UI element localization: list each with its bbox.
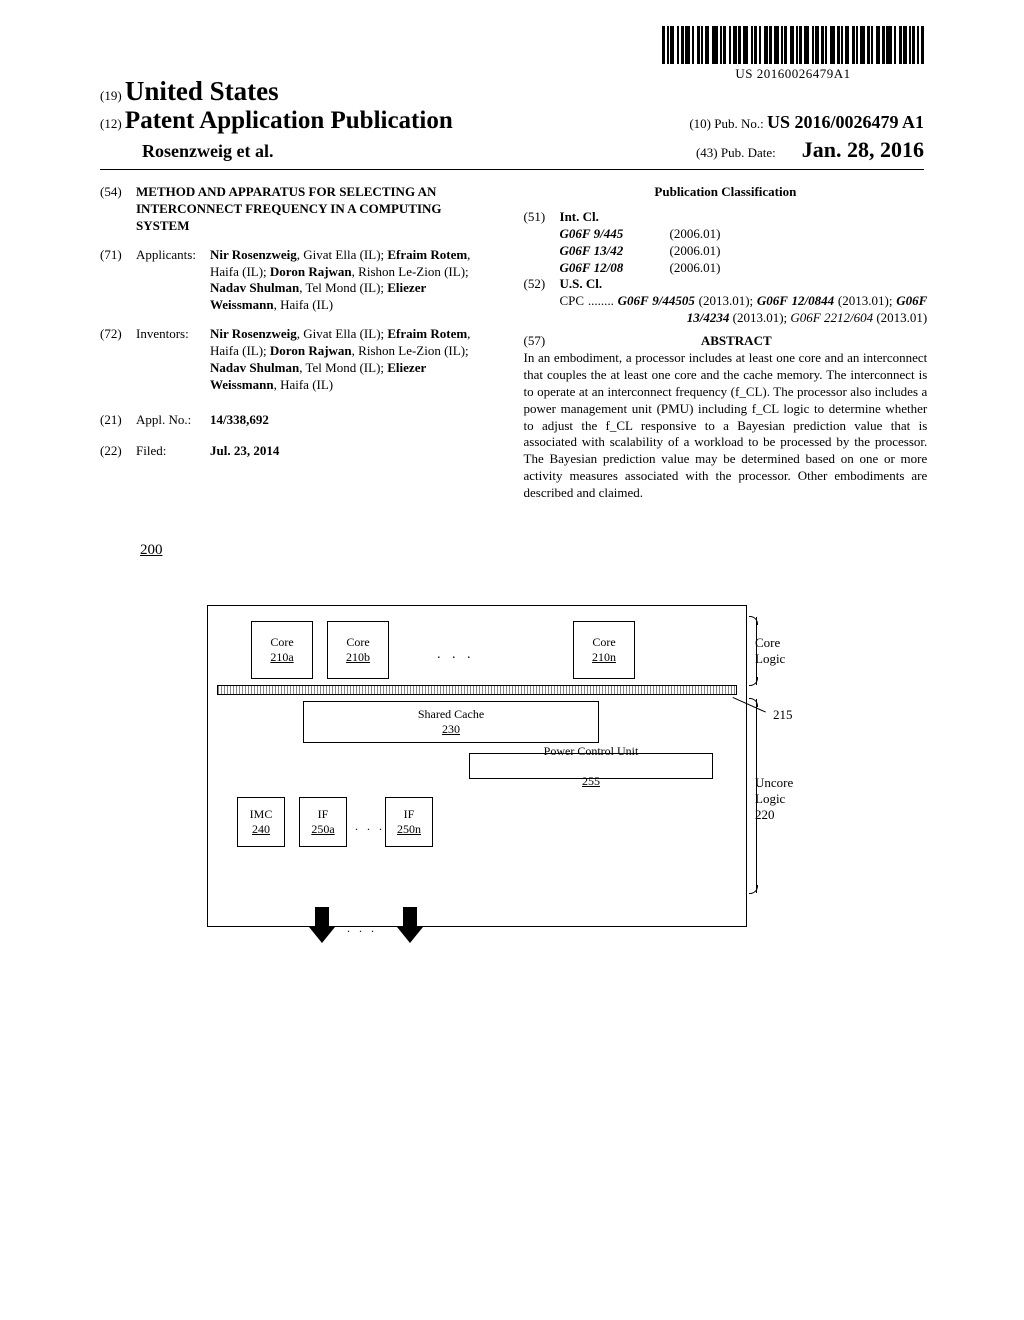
- barcode: [662, 26, 924, 64]
- core-a-label: Core: [252, 635, 312, 650]
- shared-cache-box: Shared Cache 230: [303, 701, 599, 743]
- cpc-prefix: CPC ........: [560, 293, 614, 308]
- arrow-down-2: [397, 907, 423, 945]
- classification-head: Publication Classification: [524, 184, 928, 201]
- title-text: METHOD AND APPARATUS FOR SELECTING AN IN…: [136, 184, 496, 235]
- ref-220: 220: [755, 807, 815, 823]
- applicants-body: Nir Rosenzweig, Givat Ella (IL); Efraim …: [210, 247, 496, 315]
- cpc-body: G06F 9/44505 (2013.01); G06F 12/0844 (20…: [614, 293, 927, 325]
- ref-215: 215: [773, 707, 793, 723]
- pub-no: US 2016/0026479 A1: [767, 112, 924, 132]
- pub-no-label: Pub. No.:: [714, 116, 763, 131]
- inventors-code: (72): [100, 326, 136, 394]
- applicants-code: (71): [100, 247, 136, 315]
- abstract-text: In an embodiment, a processor includes a…: [524, 350, 928, 502]
- intcl-item-0-ver: (2006.01): [670, 226, 721, 243]
- intcl-label: Int. Cl.: [560, 209, 599, 224]
- country-name: United States: [125, 76, 279, 106]
- intcl-code: (51): [524, 209, 560, 277]
- title-code: (54): [100, 184, 136, 235]
- uscl-label: U.S. Cl.: [560, 276, 603, 291]
- pub-date: Jan. 28, 2016: [802, 137, 924, 162]
- pub-no-code: (10): [689, 116, 711, 131]
- if-n-id: 250n: [386, 822, 432, 837]
- core-a-id: 210a: [252, 650, 312, 665]
- shared-cache-id: 230: [304, 722, 598, 737]
- uscl-code: (52): [524, 276, 560, 327]
- filed-label: Filed:: [136, 443, 210, 460]
- core-b-id: 210b: [328, 650, 388, 665]
- pub-type: Patent Application Publication: [125, 107, 453, 134]
- inventors-body: Nir Rosenzweig, Givat Ella (IL); Efraim …: [210, 326, 496, 394]
- brace-core-label: Core Logic: [755, 635, 805, 667]
- diagram: Core 210a Core 210b . . . Core 210n Shar…: [207, 605, 817, 945]
- core-dots: . . .: [437, 647, 475, 663]
- applno-label: Appl. No.:: [136, 412, 210, 429]
- intcl-item-2-cls: G06F 12/08: [560, 260, 670, 277]
- inventors-label: Inventors:: [136, 326, 210, 394]
- interconnect-bar: [217, 685, 737, 695]
- if-dots: . . .: [355, 819, 385, 834]
- if-box-a: IF 250a: [299, 797, 347, 847]
- imc-box: IMC 240: [237, 797, 285, 847]
- intcl-item-1-cls: G06F 13/42: [560, 243, 670, 260]
- pub-date-label: Pub. Date:: [721, 145, 776, 160]
- abstract-label: ABSTRACT: [524, 333, 928, 350]
- figure-ref: 200: [140, 542, 924, 559]
- brace-uncore-text: Uncore Logic: [755, 775, 815, 807]
- if-box-n: IF 250n: [385, 797, 433, 847]
- applno-value: 14/338,692: [210, 412, 269, 427]
- pcu-label: Power Control Unit: [470, 744, 712, 759]
- filed-code: (22): [100, 443, 136, 460]
- country-code: (19): [100, 88, 122, 103]
- applno-code: (21): [100, 412, 136, 429]
- intcl-item-1-ver: (2006.01): [670, 243, 721, 260]
- core-box-b: Core 210b: [327, 621, 389, 679]
- pub-type-code: (12): [100, 116, 122, 131]
- shared-cache-label: Shared Cache: [304, 707, 598, 722]
- intcl-item-2-ver: (2006.01): [670, 260, 721, 277]
- intcl-item-0-cls: G06F 9/445: [560, 226, 670, 243]
- if-n-label: IF: [386, 807, 432, 822]
- header-rule: [100, 169, 924, 170]
- imc-label: IMC: [238, 807, 284, 822]
- core-n-label: Core: [574, 635, 634, 650]
- header: (19) United States (12) Patent Applicati…: [100, 76, 924, 170]
- arrow-down-1: [309, 907, 335, 945]
- pcu-box: Power Control Unit 255: [469, 753, 713, 779]
- abstract-code: (57): [524, 333, 546, 350]
- if-a-id: 250a: [300, 822, 346, 837]
- brace-uncore-label: Uncore Logic 220: [755, 775, 815, 823]
- pcu-id: 255: [470, 774, 712, 789]
- if-a-label: IF: [300, 807, 346, 822]
- core-n-id: 210n: [574, 650, 634, 665]
- applicants-label: Applicants:: [136, 247, 210, 315]
- left-column: (54) METHOD AND APPARATUS FOR SELECTING …: [100, 184, 496, 502]
- core-box-n: Core 210n: [573, 621, 635, 679]
- core-b-label: Core: [328, 635, 388, 650]
- pub-date-code: (43): [696, 145, 718, 160]
- filed-value: Jul. 23, 2014: [210, 443, 279, 458]
- right-column: Publication Classification (51) Int. Cl.…: [524, 184, 928, 502]
- authors-short: Rosenzweig et al.: [100, 141, 273, 162]
- brace-core-text: Core Logic: [755, 635, 805, 667]
- imc-id: 240: [238, 822, 284, 837]
- barcode-region: US 20160026479A1: [662, 26, 924, 82]
- arrow-dots: . . .: [347, 921, 377, 936]
- barcode-text: US 20160026479A1: [662, 66, 924, 82]
- core-box-a: Core 210a: [251, 621, 313, 679]
